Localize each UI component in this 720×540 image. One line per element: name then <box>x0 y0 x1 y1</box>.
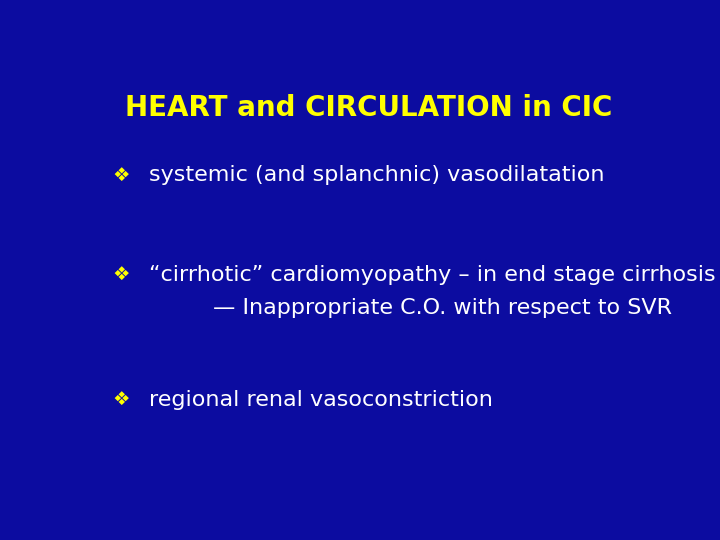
Text: ❖: ❖ <box>112 265 130 284</box>
Text: ❖: ❖ <box>112 390 130 409</box>
Text: systemic (and splanchnic) vasodilatation: systemic (and splanchnic) vasodilatation <box>148 165 604 185</box>
Text: “cirrhotic” cardiomyopathy – in end stage cirrhosis: “cirrhotic” cardiomyopathy – in end stag… <box>148 265 715 285</box>
Text: ❖: ❖ <box>112 165 130 185</box>
Text: — Inappropriate C.O. with respect to SVR: — Inappropriate C.O. with respect to SVR <box>213 298 672 318</box>
Text: HEART and CIRCULATION in CIC: HEART and CIRCULATION in CIC <box>125 94 613 123</box>
Text: regional renal vasoconstriction: regional renal vasoconstriction <box>148 389 492 409</box>
